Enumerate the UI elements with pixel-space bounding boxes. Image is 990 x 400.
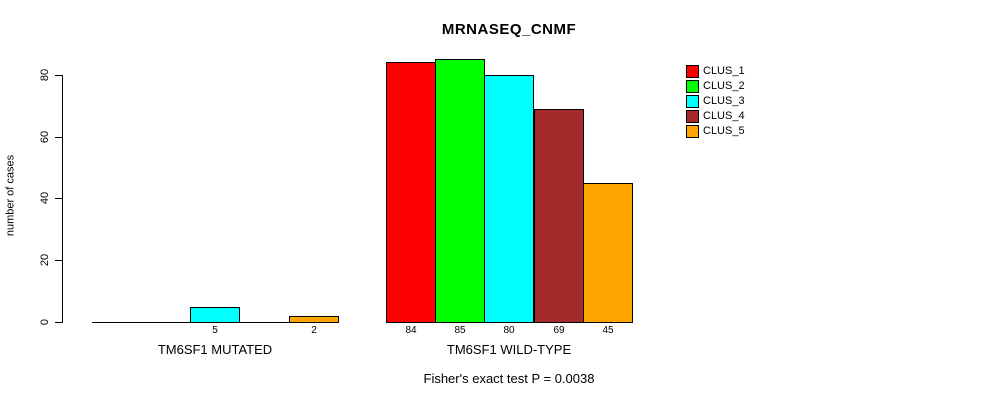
y-tick-label: 40 xyxy=(39,191,51,205)
bar-value-label: 2 xyxy=(311,325,317,336)
y-axis-label: number of cases xyxy=(4,154,17,237)
legend-label: CLUS_3 xyxy=(703,95,745,107)
bar-clus_1-wildtype xyxy=(386,62,436,323)
bar-clus_2-wildtype xyxy=(435,59,485,323)
y-tick-label: 80 xyxy=(39,68,51,82)
bar-value-label: 69 xyxy=(553,325,565,336)
bar-value-label: 45 xyxy=(602,325,614,336)
legend-swatch-clus_2 xyxy=(686,80,699,93)
legend-label: CLUS_1 xyxy=(703,65,745,77)
legend-item-clus_2: CLUS_2 xyxy=(686,79,745,94)
y-tick-mark xyxy=(55,75,62,76)
legend-item-clus_3: CLUS_3 xyxy=(686,94,745,109)
bar-clus_5-wildtype xyxy=(583,183,633,323)
y-tick-label: 20 xyxy=(39,253,51,267)
legend-label: CLUS_2 xyxy=(703,80,745,92)
bar-clus_5-mutated xyxy=(289,316,339,323)
legend-item-clus_4: CLUS_4 xyxy=(686,109,745,124)
y-tick-label: 60 xyxy=(39,130,51,144)
y-tick-label: 0 xyxy=(39,318,51,326)
group-label-wildtype: TM6SF1 WILD-TYPE xyxy=(446,342,572,357)
bar-value-label: 84 xyxy=(405,325,417,336)
legend-label: CLUS_5 xyxy=(703,125,745,137)
legend-item-clus_5: CLUS_5 xyxy=(686,124,745,139)
bar-clus_3-mutated xyxy=(190,307,240,323)
legend-swatch-clus_4 xyxy=(686,110,699,123)
legend-swatch-clus_5 xyxy=(686,125,699,138)
y-tick-mark xyxy=(55,137,62,138)
legend-item-clus_1: CLUS_1 xyxy=(686,64,745,79)
y-tick-mark xyxy=(55,322,62,323)
chart-title: MRNASEQ_CNMF xyxy=(441,21,577,38)
fisher-test-annotation: Fisher's exact test P = 0.0038 xyxy=(423,371,595,386)
legend-label: CLUS_4 xyxy=(703,110,745,122)
bar-value-label: 85 xyxy=(454,325,466,336)
bar-clus_3-wildtype xyxy=(484,75,534,323)
bar-value-label: 80 xyxy=(503,325,515,336)
group-label-mutated: TM6SF1 MUTATED xyxy=(157,342,273,357)
legend-swatch-clus_1 xyxy=(686,65,699,78)
bar-clus_4-wildtype xyxy=(534,109,584,323)
legend-swatch-clus_3 xyxy=(686,95,699,108)
bar-value-label: 5 xyxy=(212,325,218,336)
y-tick-mark xyxy=(55,260,62,261)
y-axis-line xyxy=(62,75,63,323)
y-tick-mark xyxy=(55,198,62,199)
